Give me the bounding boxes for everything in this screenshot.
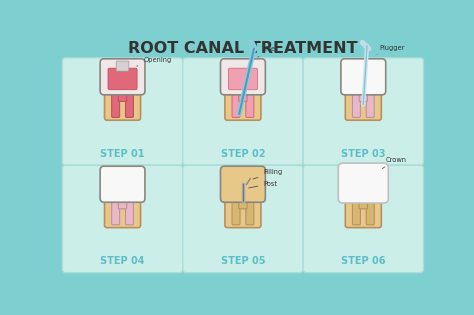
FancyBboxPatch shape [353, 199, 360, 225]
FancyBboxPatch shape [126, 199, 133, 225]
FancyBboxPatch shape [345, 89, 381, 120]
FancyBboxPatch shape [183, 58, 303, 165]
FancyBboxPatch shape [366, 199, 374, 225]
FancyBboxPatch shape [341, 59, 386, 95]
FancyBboxPatch shape [105, 89, 141, 120]
Text: STEP 01: STEP 01 [100, 149, 145, 159]
FancyBboxPatch shape [246, 92, 254, 117]
FancyBboxPatch shape [303, 165, 423, 273]
FancyBboxPatch shape [220, 59, 265, 95]
FancyBboxPatch shape [108, 68, 137, 90]
FancyBboxPatch shape [232, 92, 240, 117]
FancyBboxPatch shape [303, 58, 423, 165]
FancyBboxPatch shape [126, 92, 133, 117]
Text: STEP 04: STEP 04 [100, 256, 145, 266]
Text: Opening: Opening [137, 57, 172, 66]
FancyBboxPatch shape [239, 92, 247, 101]
FancyBboxPatch shape [338, 163, 388, 203]
Text: File: File [258, 46, 275, 57]
FancyBboxPatch shape [228, 68, 257, 90]
FancyBboxPatch shape [359, 92, 367, 101]
FancyBboxPatch shape [225, 89, 261, 120]
FancyBboxPatch shape [366, 92, 374, 117]
Text: STEP 06: STEP 06 [341, 256, 385, 266]
FancyBboxPatch shape [341, 166, 386, 202]
Text: ROOT CANAL TREATMENT: ROOT CANAL TREATMENT [128, 41, 358, 56]
Text: Plugger: Plugger [377, 45, 404, 54]
Text: Post: Post [249, 180, 277, 188]
FancyBboxPatch shape [118, 200, 127, 209]
FancyBboxPatch shape [345, 196, 381, 228]
FancyBboxPatch shape [183, 165, 303, 273]
FancyBboxPatch shape [225, 196, 261, 228]
FancyBboxPatch shape [112, 199, 119, 225]
FancyBboxPatch shape [359, 200, 367, 209]
FancyBboxPatch shape [232, 199, 240, 225]
FancyBboxPatch shape [112, 92, 119, 117]
Text: Crown: Crown [383, 157, 407, 169]
FancyBboxPatch shape [353, 92, 360, 117]
Text: STEP 03: STEP 03 [341, 149, 385, 159]
FancyBboxPatch shape [118, 92, 127, 101]
Text: STEP 05: STEP 05 [221, 256, 265, 266]
Text: STEP 02: STEP 02 [221, 149, 265, 159]
FancyBboxPatch shape [116, 61, 129, 71]
FancyBboxPatch shape [105, 196, 141, 228]
FancyBboxPatch shape [239, 200, 247, 209]
FancyBboxPatch shape [100, 166, 145, 202]
FancyBboxPatch shape [63, 58, 183, 165]
Text: Filling: Filling [253, 169, 283, 179]
FancyBboxPatch shape [63, 165, 183, 273]
FancyBboxPatch shape [100, 59, 145, 95]
FancyBboxPatch shape [220, 166, 265, 202]
FancyBboxPatch shape [246, 199, 254, 225]
